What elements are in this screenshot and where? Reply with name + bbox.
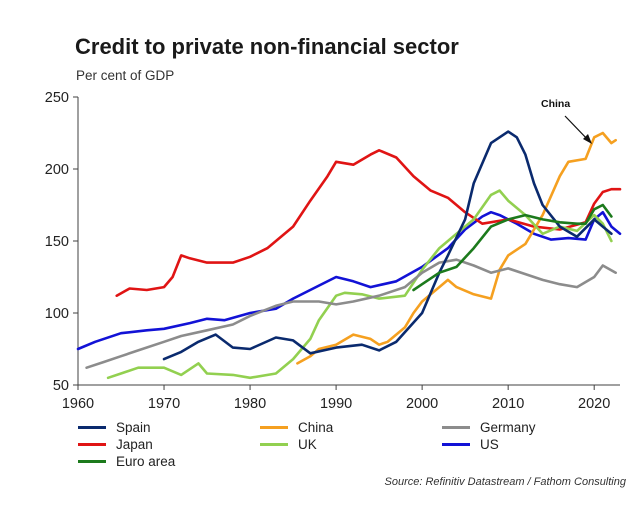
x-tick-label: 1970	[148, 396, 180, 412]
legend-swatch-euro-area	[78, 460, 106, 463]
x-tick-label: 1980	[234, 396, 266, 412]
x-tick-label: 2000	[406, 396, 438, 412]
legend-item-us: US	[442, 437, 499, 452]
legend-label-euro-area: Euro area	[116, 454, 176, 469]
y-tick-label: 250	[45, 90, 69, 106]
annotation-arrow	[564, 115, 592, 144]
axis-ticks: 250 200 150 100 50 1960 1970 1980 1990 2000 2010 20…	[45, 90, 611, 412]
legend-swatch-japan	[78, 443, 106, 446]
y-axis-label: Per cent of GDP	[76, 68, 175, 83]
y-tick-label: 200	[45, 162, 69, 178]
y-tick-label: 50	[53, 378, 69, 394]
y-tick-label: 150	[45, 234, 69, 250]
legend-item-japan: Japan	[78, 437, 153, 452]
series-line-spain	[162, 130, 613, 361]
x-tick-label: 2020	[578, 396, 610, 412]
legend-item-spain: Spain	[78, 420, 151, 435]
series-line-china	[296, 131, 618, 365]
source-note: Source: Refinitiv Datastream / Fathom Co…	[384, 476, 627, 488]
legend-swatch-china	[260, 426, 288, 429]
legend-label-us: US	[480, 437, 499, 452]
legend-item-germany: Germany	[442, 420, 536, 435]
legend-swatch-spain	[78, 426, 106, 429]
series-line-germany	[85, 258, 618, 370]
legend-item-china: China	[260, 420, 333, 435]
series-line-us	[76, 210, 622, 351]
series-line-japan	[115, 149, 622, 298]
x-tick-label: 2010	[492, 396, 524, 412]
legend-label-uk: UK	[298, 437, 317, 452]
y-tick-label: 100	[45, 306, 69, 322]
legend: Spain China Germany Japan UK US Euro are…	[78, 420, 638, 472]
legend-label-spain: Spain	[116, 420, 151, 435]
series-line-euro-area	[412, 203, 613, 292]
x-tick-label: 1990	[320, 396, 352, 412]
series-group	[76, 130, 622, 380]
x-tick-label: 1960	[62, 396, 94, 412]
annotation-label: China	[541, 98, 571, 110]
legend-swatch-uk	[260, 443, 288, 446]
legend-label-japan: Japan	[116, 437, 153, 452]
legend-swatch-us	[442, 443, 470, 446]
legend-item-euro-area: Euro area	[78, 454, 175, 469]
legend-item-uk: UK	[260, 437, 317, 452]
chart-title: Credit to private non-financial sector	[75, 34, 459, 59]
legend-swatch-germany	[442, 426, 470, 429]
legend-label-germany: Germany	[480, 420, 536, 435]
legend-label-china: China	[298, 420, 334, 435]
